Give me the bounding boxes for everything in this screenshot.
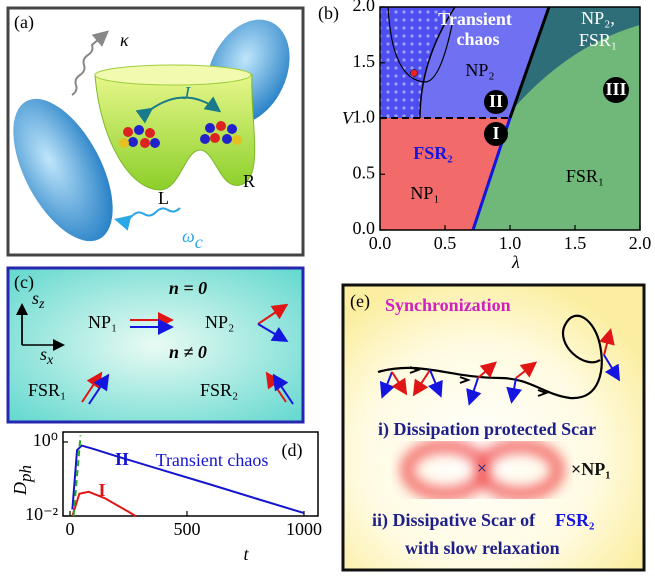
x-axis-label: λ	[511, 252, 520, 272]
x-tick-label: 0	[66, 519, 75, 539]
phase-label: NP₁	[88, 312, 117, 332]
y-tick-label: 2.0	[353, 0, 376, 15]
region-label: Transient	[438, 9, 512, 29]
phase-label: NP₂	[205, 312, 234, 332]
region-label: FSR₂	[413, 143, 452, 163]
panel-label: (b)	[318, 3, 339, 24]
y-axis-label: Dph	[10, 465, 35, 496]
region-label: NP₂,	[581, 8, 615, 28]
well-label: R	[243, 171, 255, 191]
phase-label: FSR₁	[28, 380, 66, 400]
panel-e: × (e) Synchronization i) Dissipation pro…	[343, 285, 644, 570]
region-label: NP₁	[410, 183, 439, 203]
annotation: Transient chaos	[156, 450, 269, 470]
panel-d: (d) Transient chaos II I Dph t	[10, 432, 318, 564]
phase-label: FSR₂	[200, 380, 238, 400]
region-label: FSR₁	[566, 166, 604, 186]
kappa-label: κ	[120, 30, 129, 50]
panel-a: (a) κ J L R ωc	[0, 6, 306, 257]
region-label: III	[605, 79, 626, 99]
x-tick-label: 1.5	[564, 233, 587, 253]
x-tick-label: 2.0	[629, 233, 652, 253]
y-tick-label: 10⁰	[33, 430, 58, 450]
caption: ×NP₁	[571, 459, 611, 479]
figure: (a) κ J L R ωc (b) Transient chaos NP₂ I…	[0, 0, 655, 578]
well-label: L	[158, 188, 169, 208]
x-tick-label: 1000	[286, 519, 322, 539]
marker: ×	[477, 458, 487, 478]
coupling-label: J	[182, 83, 191, 103]
caption: FSR₂	[555, 510, 594, 530]
x-axis-label: t	[243, 544, 249, 564]
caption: Synchronization	[385, 295, 511, 315]
region-label: chaos	[456, 29, 499, 49]
region-label: FSR₁	[579, 30, 617, 50]
y-tick-label: 1.5	[353, 51, 376, 71]
panel-label: (d)	[282, 440, 303, 461]
panel-label: (a)	[14, 12, 34, 33]
caption: ii) Dissipative Scar of	[372, 510, 536, 531]
plot-frame	[63, 432, 318, 516]
region-label: I	[492, 123, 499, 143]
panel-label: (c)	[14, 272, 34, 293]
y-tick-label: 10⁻²	[25, 504, 58, 524]
x-tick-label: 500	[173, 519, 200, 539]
y-tick-label: 0.0	[353, 218, 376, 238]
y-tick-label: 0.5	[353, 162, 376, 182]
caption: i) Dissipation protected Scar	[378, 419, 596, 440]
well-top	[95, 65, 251, 85]
x-tick-label: 1.0	[499, 233, 522, 253]
y-tick-label: 1.0	[353, 107, 376, 127]
region-label: II	[489, 91, 503, 111]
case-label: n ≠ 0	[169, 342, 207, 362]
x-tick-label: 0.5	[434, 233, 457, 253]
case-label: n = 0	[169, 278, 207, 298]
panel-c: (c) sz sx n = 0 NP₁ NP₂ n ≠ 0 FSR₁ FSR₂	[8, 268, 303, 422]
region-label: NP₂	[465, 60, 494, 80]
panel-label: (e)	[350, 291, 370, 312]
marker	[411, 70, 418, 77]
caption: with slow relaxation	[405, 538, 560, 558]
